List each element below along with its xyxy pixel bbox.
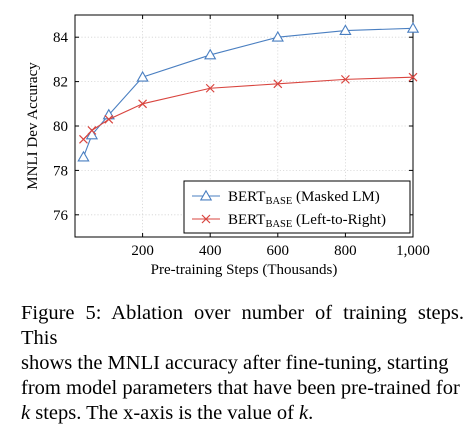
data-point	[408, 72, 418, 82]
x-axis-label: Pre-training Steps (Thousands)	[151, 262, 338, 278]
data-point	[87, 126, 97, 135]
data-point	[339, 24, 352, 35]
y-tick-label: 80	[53, 119, 68, 135]
data-point	[201, 214, 211, 224]
data-point	[138, 99, 148, 109]
series-2	[79, 72, 418, 144]
series-line	[82, 27, 414, 158]
y-tick-label: 84	[53, 30, 69, 46]
data-point	[77, 150, 90, 162]
figure: 200 400 600 800 1,000 76 78 80 82 84 Pre-training…	[21, 14, 464, 424]
x-tick-label: 800	[334, 243, 357, 259]
data-point	[85, 128, 99, 140]
x-tick-label: 1,000	[396, 243, 430, 259]
x-tick-label: 600	[267, 243, 290, 259]
legend-entry: BERTBASE (Masked LM)	[192, 189, 380, 207]
caption-variable: k	[21, 402, 31, 424]
data-point	[204, 48, 217, 60]
caption-variable: k	[299, 402, 309, 424]
data-point	[406, 22, 420, 33]
data-point	[199, 189, 213, 201]
legend: BERTBASE (Masked LM) BERTBASE (Left-to-Ri…	[183, 180, 411, 234]
x-tick-label: 400	[199, 243, 222, 259]
y-tick-label: 78	[53, 163, 68, 179]
caption-line: shows the MNLI accuracy after fine-tunin…	[21, 352, 449, 374]
series-1	[77, 22, 420, 162]
data-point	[104, 114, 114, 124]
legend-entry: BERTBASE (Left-to-Right)	[192, 212, 386, 230]
y-tick-label: 76	[53, 208, 69, 224]
data-point	[205, 83, 215, 93]
y-axis-label: MNLI Dev Accuracy	[25, 62, 41, 190]
caption-text: .	[308, 402, 314, 424]
axis-ticks: 200 400 600 800 1,000 76 78 80 82 84	[53, 15, 430, 259]
series-line	[83, 76, 414, 140]
series	[77, 22, 420, 162]
y-tick-label: 82	[53, 75, 68, 91]
legend-label: BERTBASE (Left-to-Right)	[228, 212, 386, 230]
line-chart: 200 400 600 800 1,000 76 78 80 82 84 Pre-training…	[25, 14, 430, 278]
data-point	[340, 74, 350, 84]
x-tick-label: 200	[131, 243, 154, 259]
data-point	[136, 70, 149, 82]
legend-box	[183, 180, 411, 234]
data-point	[79, 134, 88, 144]
caption-line: Figure 5: Ablation over number of traini…	[21, 302, 464, 349]
data-point	[271, 30, 284, 42]
figure-caption: Figure 5: Ablation over number of traini…	[21, 301, 464, 426]
caption-line: from model parameters that have been pre…	[21, 377, 460, 399]
legend-label: BERTBASE (Masked LM)	[228, 189, 380, 207]
caption-line: k steps. The x-axis is the value of k.	[21, 401, 464, 426]
caption-text: steps. The x-axis is the value of	[30, 402, 300, 424]
data-point	[273, 79, 283, 89]
